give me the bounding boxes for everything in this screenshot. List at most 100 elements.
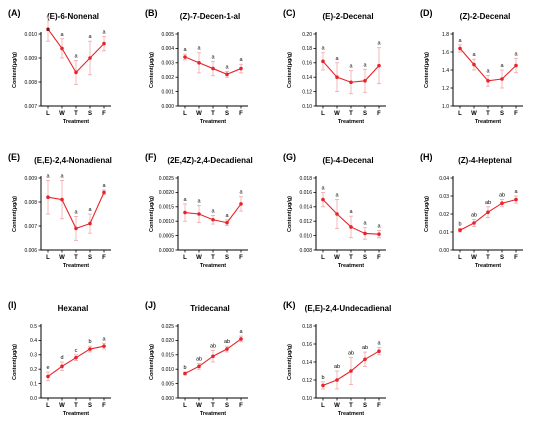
data-point [458, 228, 462, 232]
data-point [363, 79, 367, 83]
y-tick-label: 0.020 [161, 338, 174, 344]
panel-label: (E) [8, 152, 20, 162]
data-point [60, 46, 64, 51]
y-axis-title: Content(μg/g) [287, 344, 293, 380]
significance-letter: a [377, 224, 381, 230]
x-tick-label: F [102, 403, 106, 409]
y-tick-label: 1.8 [442, 32, 449, 38]
panel-label: (F) [145, 152, 157, 162]
significance-letter: a [321, 46, 325, 52]
y-tick-label: 0.0010 [159, 219, 175, 225]
y-tick-label: 0.16 [302, 342, 312, 348]
data-point [472, 221, 476, 225]
data-point [335, 212, 339, 216]
x-axis-title: Treatment [338, 411, 364, 417]
y-tick-label: 0.5 [30, 324, 37, 330]
y-tick-label: 0.4 [30, 338, 37, 344]
significance-letter: a [377, 341, 381, 347]
x-tick-label: W [334, 255, 340, 261]
significance-letter: a [197, 46, 201, 52]
y-tick-label: 0.010 [299, 233, 312, 239]
x-tick-label: L [458, 111, 462, 117]
data-point [88, 221, 92, 226]
significance-letter: a [321, 185, 325, 191]
significance-letter: ab [485, 200, 491, 206]
y-tick-label: 0.010 [161, 367, 174, 373]
significance-letter: c [75, 348, 78, 354]
y-tick-label: 0.012 [299, 219, 312, 225]
significance-letter: a [183, 47, 187, 53]
panel-label: (B) [145, 8, 158, 18]
panel-title: (E)-6-Nonenal [47, 12, 99, 21]
y-tick-label: 0.008 [299, 248, 312, 254]
significance-letter: a [74, 209, 78, 215]
x-tick-label: T [74, 403, 78, 409]
x-axis-title: Treatment [475, 119, 501, 125]
panel-8: (H) (Z)-4-Heptenal 0.00 0.01 0.02 0.03 0.04 Con… [420, 152, 523, 269]
x-tick-label: F [239, 255, 243, 261]
significance-letter: b [321, 375, 324, 381]
data-point [486, 210, 490, 214]
y-tick-label: 0.12 [302, 378, 312, 384]
x-tick-label: T [74, 255, 78, 261]
panel-title: (2E,4Z)-2,4-Decadienal [167, 156, 252, 165]
x-tick-label: W [59, 111, 65, 117]
x-tick-label: S [363, 403, 367, 409]
significance-letter: a [102, 29, 106, 35]
data-point [239, 337, 243, 341]
data-point [102, 190, 106, 195]
panel-7: (G) (E)-4-Decenal 0.008 0.010 0.012 0.014 0.01… [283, 152, 386, 269]
y-tick-label: 0.007 [24, 104, 37, 110]
y-tick-label: 0.000 [161, 104, 174, 110]
panel-6: (F) (2E,4Z)-2,4-Decadienal 0.0000 0.0005 0.0… [145, 152, 253, 269]
x-tick-label: W [59, 255, 65, 261]
y-tick-label: 0.01 [439, 230, 449, 236]
panel-4: (D) (Z)-2-Decenal 1.0 1.2 1.4 1.6 1.8 Content(μ… [420, 8, 523, 125]
x-tick-label: F [377, 255, 381, 261]
y-axis-title: Content(μg/g) [287, 52, 293, 88]
data-point [500, 201, 504, 205]
x-tick-label: W [196, 403, 202, 409]
y-axis-title: Content(μg/g) [424, 196, 430, 232]
y-tick-label: 0.0005 [159, 233, 175, 239]
data-point [197, 61, 201, 65]
data-point [74, 226, 78, 231]
x-tick-label: S [500, 111, 504, 117]
panel-label: (G) [283, 152, 296, 162]
significance-letter: e [46, 365, 49, 371]
x-tick-label: L [321, 111, 325, 117]
panel-label: (D) [420, 8, 433, 18]
data-point [500, 77, 504, 81]
panel-5: (E) (E,E)-2,4-Nonadienal 0.006 0.007 0.008 0.… [8, 152, 112, 269]
x-tick-label: S [225, 111, 229, 117]
data-point [88, 56, 92, 60]
panel-11: (K) (E,E)-2,4-Undecadienal 0.10 0.12 0.14 0.1… [283, 300, 391, 417]
data-point [514, 197, 518, 202]
x-tick-label: W [196, 111, 202, 117]
x-tick-label: F [239, 111, 243, 117]
data-point [225, 72, 229, 77]
x-tick-label: L [183, 403, 187, 409]
x-tick-label: T [211, 403, 215, 409]
data-point [46, 374, 50, 379]
data-point [197, 212, 201, 216]
significance-letter: a [335, 193, 339, 199]
y-axis-title: Content(μg/g) [12, 344, 18, 380]
y-tick-label: 0.10 [302, 104, 312, 110]
y-tick-label: 0.0025 [159, 176, 175, 182]
y-tick-label: 0.001 [161, 89, 174, 95]
significance-letter: a [88, 207, 92, 213]
x-tick-label: F [102, 111, 106, 117]
x-tick-label: T [211, 255, 215, 261]
significance-letter: a [363, 221, 367, 227]
y-tick-label: 0.025 [161, 324, 174, 330]
significance-letter: a [349, 209, 353, 215]
x-tick-label: W [471, 255, 477, 261]
panel-title: (E,E)-2,4-Undecadienal [305, 304, 392, 313]
x-axis-title: Treatment [475, 263, 501, 269]
significance-letter: ab [196, 356, 202, 362]
significance-letter: a [486, 68, 490, 74]
x-tick-label: S [363, 255, 367, 261]
panel-title: (E,E)-2,4-Nonadienal [34, 156, 112, 165]
x-tick-label: S [88, 403, 92, 409]
